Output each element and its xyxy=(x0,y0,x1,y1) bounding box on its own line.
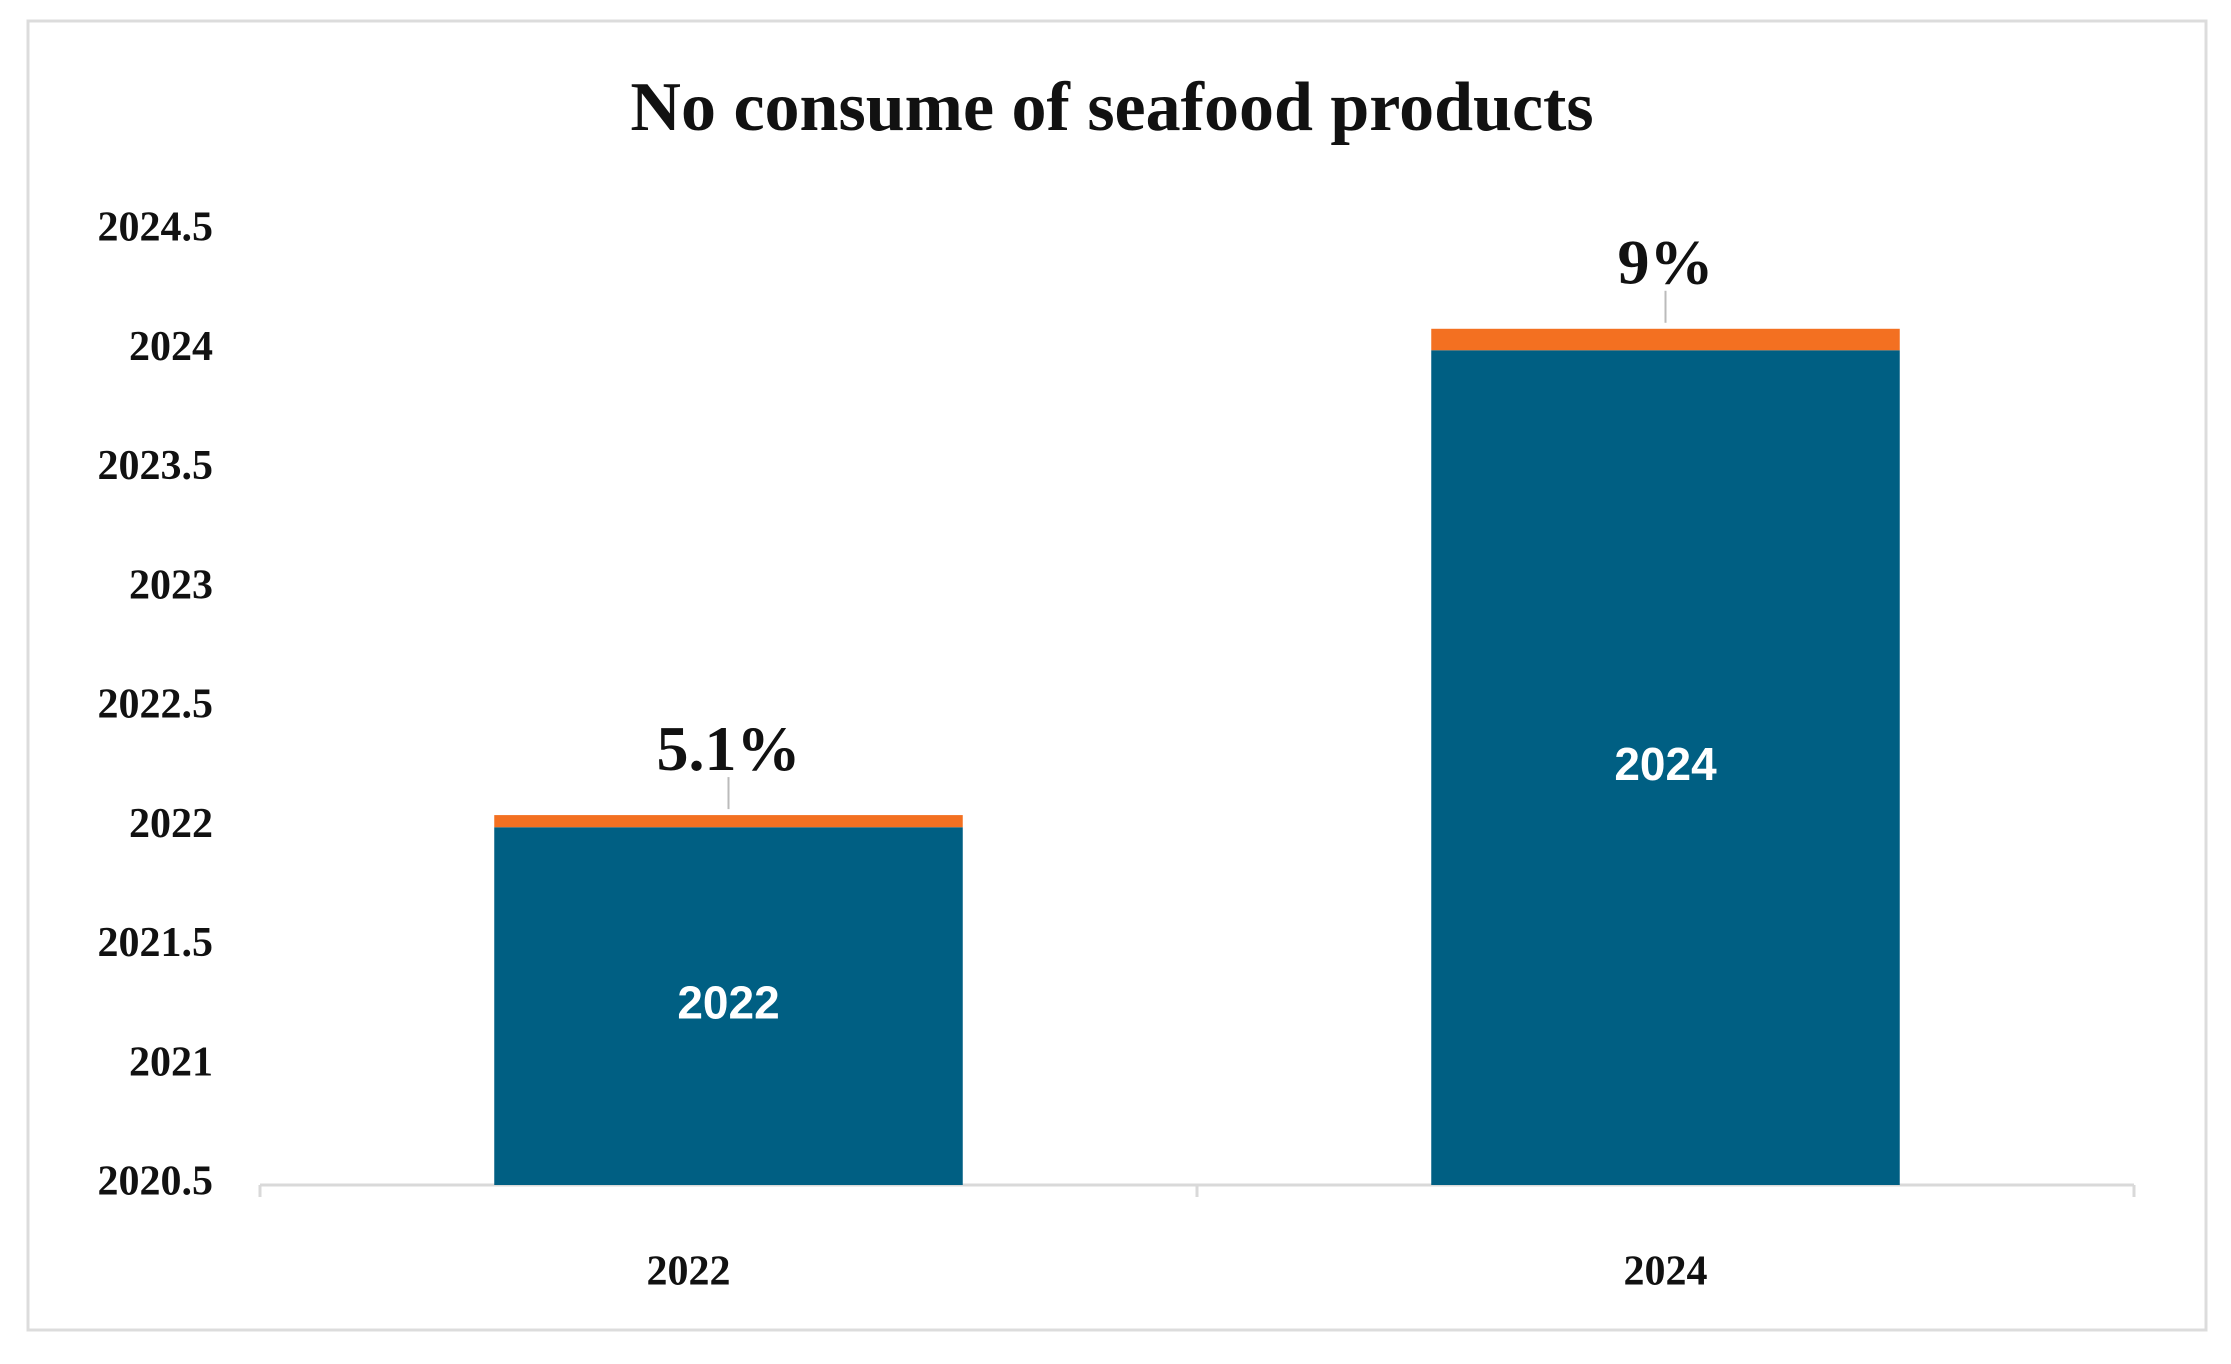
x-tick-label: 2024 xyxy=(1624,1249,1708,1295)
data-label: 5.1% xyxy=(657,713,801,784)
y-tick-label: 2024 xyxy=(129,324,213,370)
chart-title: No consume of seafood products xyxy=(630,69,1593,146)
y-tick-label: 2023.5 xyxy=(98,443,214,489)
bar-segment xyxy=(494,815,963,828)
y-tick-label: 2021.5 xyxy=(98,920,214,966)
y-tick-label: 2020.5 xyxy=(98,1159,214,1205)
data-label: 9% xyxy=(1618,226,1714,297)
y-tick-label: 2021 xyxy=(129,1039,213,1085)
bar-segment xyxy=(1431,350,1900,1185)
y-tick-label: 2024.5 xyxy=(98,205,214,251)
data-label: 2024 xyxy=(1614,738,1717,790)
data-label: 2022 xyxy=(677,976,779,1028)
y-tick-label: 2022.5 xyxy=(98,682,214,728)
bar-segment xyxy=(494,827,963,1185)
bar-segment xyxy=(1431,328,1900,351)
y-tick-label: 2022 xyxy=(129,801,213,847)
x-tick-label: 2022 xyxy=(647,1249,731,1295)
y-tick-label: 2023 xyxy=(129,562,213,608)
